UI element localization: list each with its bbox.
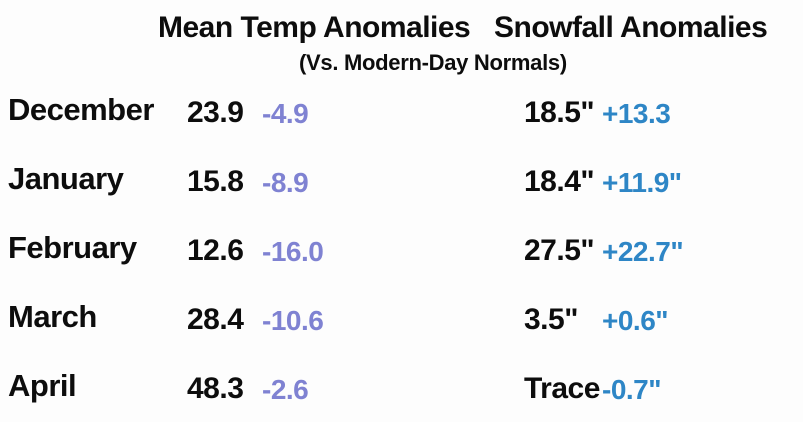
snowfall-anomaly-value: +11.9" <box>602 167 682 198</box>
table-row: January 15.8 -8.9 18.4" +11.9" <box>0 147 803 216</box>
snowfall-value: 18.4" <box>524 164 595 198</box>
temp-anomaly-value: -10.6 <box>262 305 324 336</box>
temp-anomaly-value: -8.9 <box>262 167 309 198</box>
subtitle: (Vs. Modern-Day Normals) <box>299 50 567 75</box>
month-label: April <box>8 367 77 403</box>
temp-anomaly-value: -16.0 <box>262 236 324 267</box>
month-label: January <box>8 160 124 196</box>
table-row: April 48.3 -2.6 Trace -0.7" <box>0 354 803 422</box>
temp-value: 28.4 <box>187 302 244 336</box>
snowfall-anomaly-value: +0.6" <box>602 305 669 336</box>
snowfall-value: 3.5" <box>524 302 578 336</box>
month-label: March <box>8 298 97 334</box>
month-label: February <box>8 229 137 265</box>
snowfall-value: 27.5" <box>524 233 595 267</box>
snowfall-value: Trace <box>524 371 600 405</box>
temp-anomaly-value: -4.9 <box>262 98 309 129</box>
temp-anomalies-title: Mean Temp Anomalies <box>158 11 471 44</box>
snowfall-anomaly-value: -0.7" <box>602 374 662 405</box>
table-row: March 28.4 -10.6 3.5" +0.6" <box>0 285 803 354</box>
temp-value: 15.8 <box>187 164 244 198</box>
table-row: February 12.6 -16.0 27.5" +22.7" <box>0 216 803 285</box>
temp-value: 48.3 <box>187 371 244 405</box>
temp-value: 23.9 <box>187 95 244 129</box>
table-row: December 23.9 -4.9 18.5" +13.3 <box>0 78 803 147</box>
snowfall-anomalies-title: Snowfall Anomalies <box>494 11 768 44</box>
month-label: December <box>8 91 154 127</box>
anomalies-table: December 23.9 -4.9 18.5" +13.3 January 1… <box>0 78 803 422</box>
temp-value: 12.6 <box>187 233 244 267</box>
snowfall-anomaly-value: +13.3 <box>602 98 671 129</box>
snowfall-anomaly-value: +22.7" <box>602 236 684 267</box>
temp-anomaly-value: -2.6 <box>262 374 309 405</box>
snowfall-value: 18.5" <box>524 95 595 129</box>
